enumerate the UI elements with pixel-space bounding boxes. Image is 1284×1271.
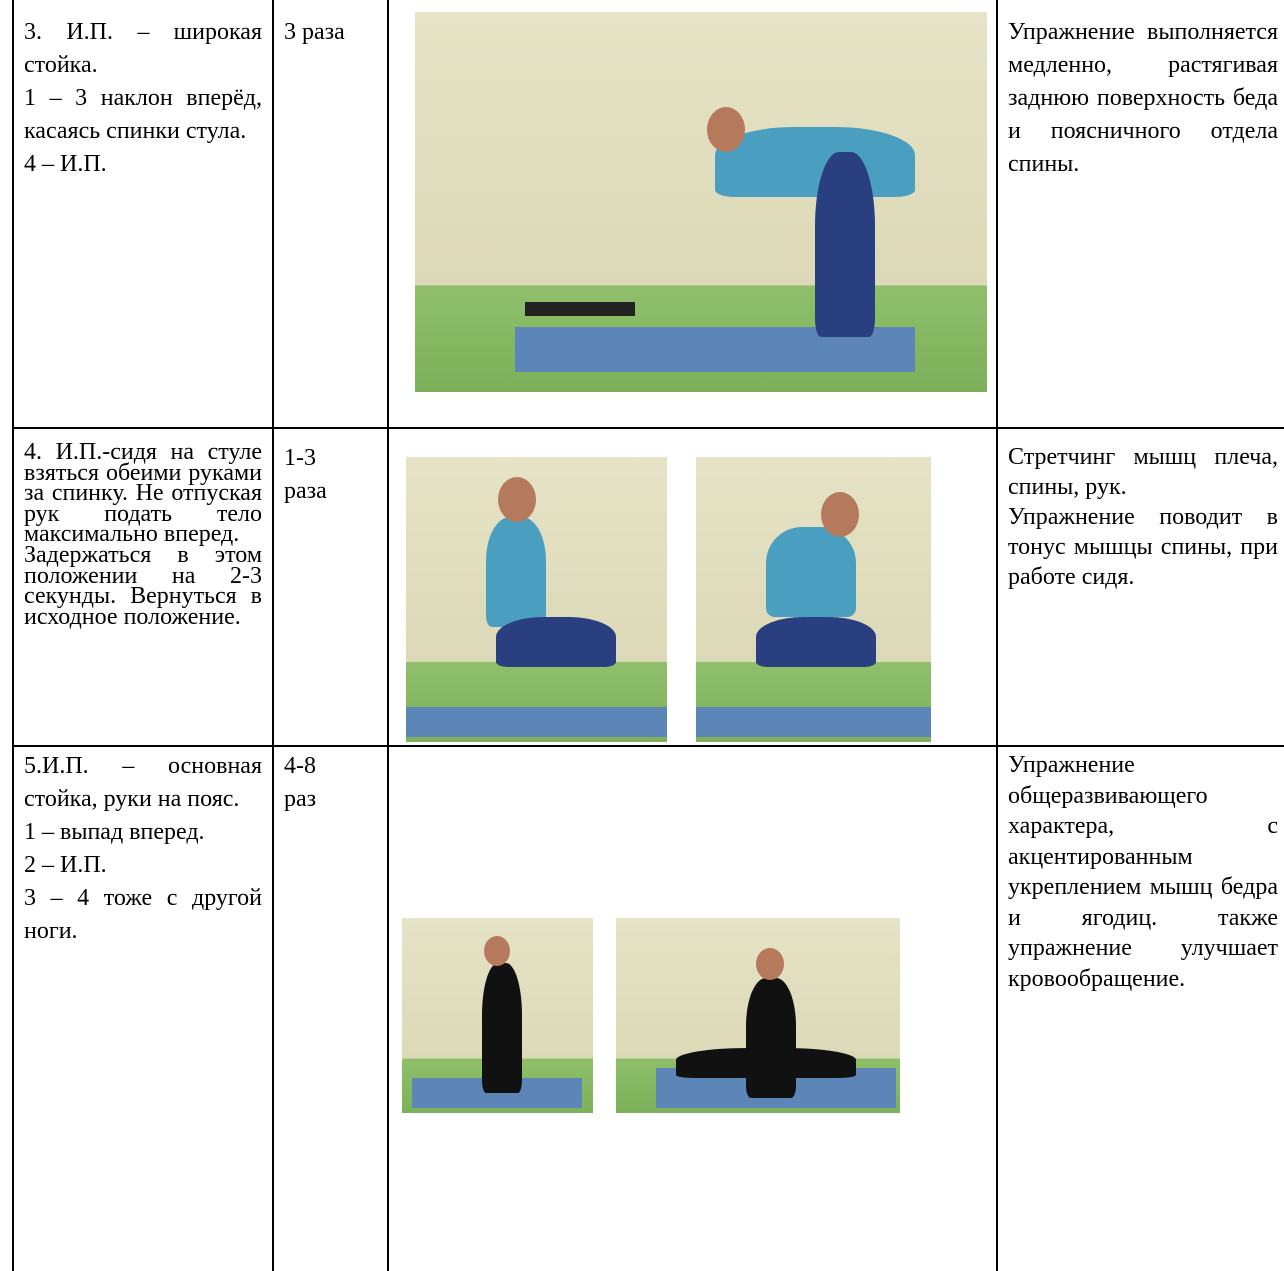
text: 3 раза (284, 19, 345, 45)
border (12, 745, 1284, 747)
cell: 4-8 раз (274, 744, 387, 816)
photo (616, 918, 900, 1113)
photo (402, 918, 593, 1113)
cell: 3. И.П. – широкая стойка. 1 – 3 наклон в… (14, 10, 272, 181)
text: Упражнение общеразвивающего характера, с… (1008, 752, 1278, 992)
cell: Упражнение выполняется медленно, растяги… (998, 10, 1284, 181)
text: 4-8 раз (284, 753, 317, 812)
border (387, 0, 389, 1271)
cell: Упражнение общеразвивающего характера, с… (998, 744, 1284, 994)
text: 2 – И.П. (24, 852, 107, 878)
cell: 1-3 раза (274, 436, 387, 508)
border (12, 427, 1284, 429)
text: Задержаться в этом положении на 2-3 секу… (24, 541, 262, 630)
text: Упражнение поводит в тонус мышцы спины, … (1008, 504, 1278, 590)
photo (415, 12, 987, 392)
border (272, 0, 274, 1271)
text: 1-3 раза (284, 445, 327, 504)
text: 1 – 3 наклон вперёд, касаясь спинки стул… (24, 85, 262, 144)
text: Стретчинг мышц плеча, спины, рук. (1008, 444, 1278, 500)
cell: 5.И.П. – основная стойка, руки на пояс. … (14, 744, 272, 948)
cell: 4. И.П.-сидя на стуле взяться обеими рук… (14, 436, 272, 630)
text: 1 – выпад вперед. (24, 819, 205, 845)
text: 4 – И.П. (24, 151, 107, 177)
text: Упражнение выполняется медленно, растяги… (1008, 19, 1278, 177)
photo (406, 457, 667, 742)
photo (696, 457, 931, 742)
border (12, 0, 14, 1271)
text: 3 – 4 тоже с другой ноги. (24, 885, 262, 944)
text: 5.И.П. – основная стойка, руки на пояс. (24, 753, 262, 812)
border (996, 0, 998, 1271)
cell: Стретчинг мышц плеча, спины, рук. Упражн… (998, 436, 1284, 592)
text: 4. И.П.-сидя на стуле взяться обеими рук… (24, 439, 262, 548)
cell: 3 раза (274, 10, 387, 49)
text: 3. И.П. – широкая стойка. (24, 19, 262, 78)
